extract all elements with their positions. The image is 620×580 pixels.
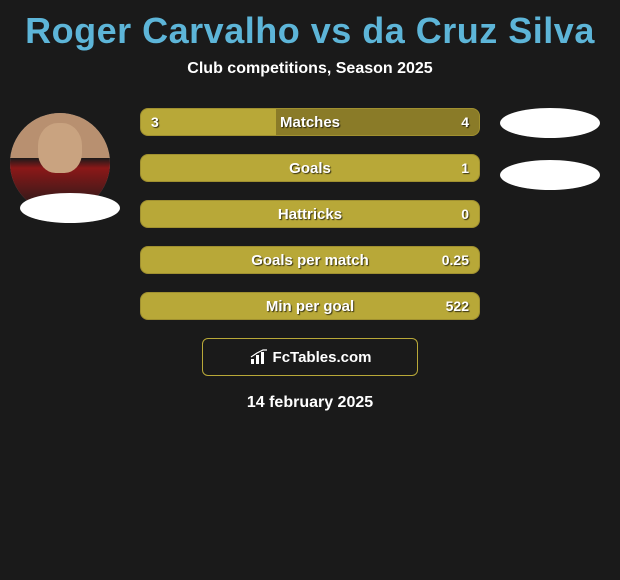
stat-label: Goals per match [141,247,479,273]
source-logo-text: FcTables.com [273,349,372,366]
stat-bar: Goals1 [140,154,480,182]
stat-right-value: 0 [461,201,469,227]
player1-badge [20,193,120,223]
stat-label: Hattricks [141,201,479,227]
comparison-title: Roger Carvalho vs da Cruz Silva [0,0,620,52]
stat-bar: Goals per match0.25 [140,246,480,274]
source-logo-box: FcTables.com [202,338,418,376]
stat-label: Min per goal [141,293,479,319]
stat-right-value: 522 [446,293,469,319]
player2-badge-1 [500,108,600,138]
stat-label: Matches [141,109,479,135]
stat-bar: 3Matches4 [140,108,480,136]
chart-icon [249,349,269,365]
content-area: 3Matches4 Goals1 Hattricks0 Goals per match… [0,108,620,412]
stat-bar: Hattricks0 [140,200,480,228]
vs-text: vs [311,10,352,51]
stat-right-value: 4 [461,109,469,135]
date-text: 14 february 2025 [0,394,620,412]
player1-name: Roger Carvalho [25,10,300,51]
stat-right-value: 0.25 [442,247,469,273]
stat-right-value: 1 [461,155,469,181]
player2-name: da Cruz Silva [362,10,595,51]
player2-badge-2 [500,160,600,190]
stat-label: Goals [141,155,479,181]
stat-bar: Min per goal522 [140,292,480,320]
stat-bars: 3Matches4 Goals1 Hattricks0 Goals per match… [140,108,480,320]
subtitle: Club competitions, Season 2025 [0,60,620,78]
